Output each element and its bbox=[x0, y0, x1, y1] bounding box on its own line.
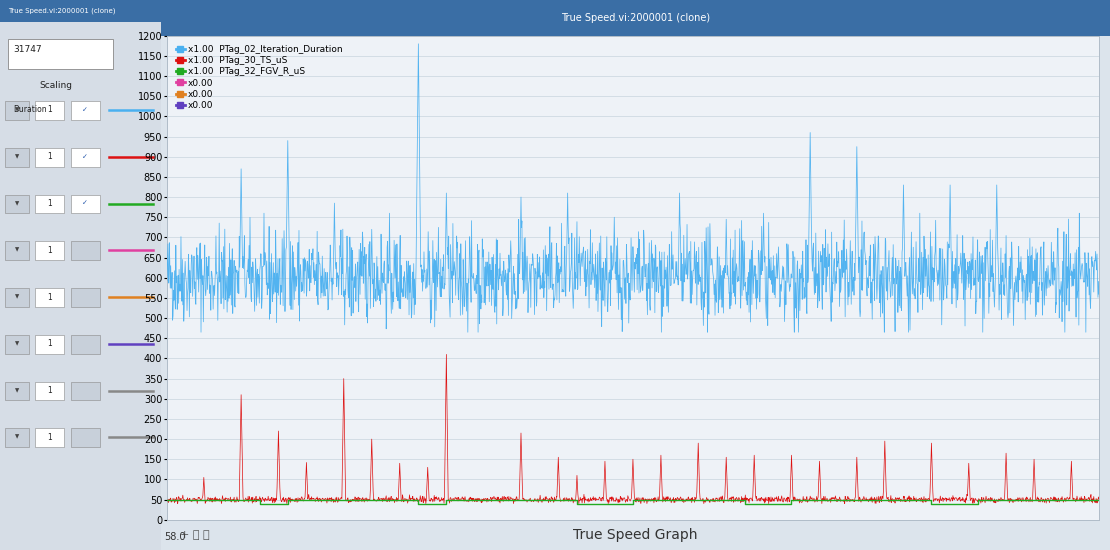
Text: 1: 1 bbox=[48, 293, 52, 301]
Text: 1: 1 bbox=[48, 386, 52, 395]
Text: 58.0: 58.0 bbox=[164, 532, 186, 542]
FancyBboxPatch shape bbox=[4, 148, 29, 167]
Text: True Speed.vi:2000001 (clone): True Speed.vi:2000001 (clone) bbox=[8, 8, 115, 14]
Text: ✓: ✓ bbox=[82, 154, 88, 160]
FancyBboxPatch shape bbox=[71, 428, 100, 447]
FancyBboxPatch shape bbox=[36, 195, 64, 213]
FancyBboxPatch shape bbox=[71, 195, 100, 213]
Text: 1: 1 bbox=[48, 433, 52, 442]
FancyBboxPatch shape bbox=[36, 241, 64, 260]
FancyBboxPatch shape bbox=[4, 335, 29, 354]
FancyBboxPatch shape bbox=[8, 39, 113, 69]
FancyBboxPatch shape bbox=[71, 101, 100, 120]
Text: 1: 1 bbox=[48, 246, 52, 255]
FancyBboxPatch shape bbox=[71, 382, 100, 400]
FancyBboxPatch shape bbox=[36, 382, 64, 400]
Text: True Speed.vi:2000001 (clone): True Speed.vi:2000001 (clone) bbox=[561, 13, 710, 23]
Text: ▼: ▼ bbox=[14, 388, 19, 393]
Text: ▼: ▼ bbox=[14, 248, 19, 253]
Text: ▼: ▼ bbox=[14, 107, 19, 113]
Text: ▼: ▼ bbox=[14, 434, 19, 440]
Text: + 🔍 ✋: + 🔍 ✋ bbox=[180, 530, 210, 540]
FancyBboxPatch shape bbox=[4, 195, 29, 213]
FancyBboxPatch shape bbox=[36, 148, 64, 167]
FancyBboxPatch shape bbox=[36, 101, 64, 120]
FancyBboxPatch shape bbox=[71, 288, 100, 307]
Text: Scaling: Scaling bbox=[40, 81, 73, 90]
Text: 1: 1 bbox=[48, 339, 52, 348]
FancyBboxPatch shape bbox=[4, 382, 29, 400]
Text: ▼: ▼ bbox=[14, 341, 19, 346]
FancyBboxPatch shape bbox=[71, 148, 100, 167]
FancyBboxPatch shape bbox=[36, 288, 64, 307]
FancyBboxPatch shape bbox=[4, 101, 29, 120]
Text: ▼: ▼ bbox=[14, 201, 19, 206]
Text: Duration: Duration bbox=[13, 106, 47, 114]
Text: ▼: ▼ bbox=[14, 294, 19, 300]
FancyBboxPatch shape bbox=[71, 241, 100, 260]
Text: 1: 1 bbox=[48, 106, 52, 114]
Text: 1: 1 bbox=[48, 199, 52, 208]
FancyBboxPatch shape bbox=[4, 241, 29, 260]
Text: ▼: ▼ bbox=[14, 154, 19, 160]
Legend: x1.00  PTag_02_Iteration_Duration, x1.00  PTag_30_TS_uS, x1.00  PTag_32_FGV_R_uS: x1.00 PTag_02_Iteration_Duration, x1.00 … bbox=[172, 41, 346, 114]
FancyBboxPatch shape bbox=[36, 428, 64, 447]
FancyBboxPatch shape bbox=[36, 335, 64, 354]
Text: True Speed Graph: True Speed Graph bbox=[573, 528, 698, 542]
FancyBboxPatch shape bbox=[4, 288, 29, 307]
Text: ✓: ✓ bbox=[82, 107, 88, 113]
Bar bbox=[0, 0, 161, 22]
Text: 1: 1 bbox=[48, 152, 52, 161]
FancyBboxPatch shape bbox=[4, 428, 29, 447]
Text: ✓: ✓ bbox=[82, 201, 88, 206]
Text: 31747: 31747 bbox=[13, 45, 41, 54]
FancyBboxPatch shape bbox=[71, 335, 100, 354]
